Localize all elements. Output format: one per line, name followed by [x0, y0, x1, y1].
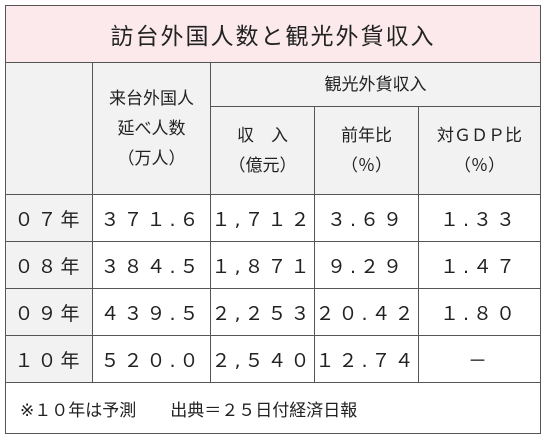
data-row: ０７年 ３７１.６ １,７１２ ３.６９ １.３３ — [5, 194, 542, 242]
data-cell: － — [417, 335, 542, 383]
data-cell: ３.６９ — [314, 194, 419, 242]
header-line: 延べ人数 — [117, 118, 186, 139]
data-cell: １,８７１ — [210, 241, 315, 289]
header-line: 収 入 — [237, 125, 288, 146]
row-label: ０９年 — [5, 288, 93, 336]
data-cell: １.８０ — [417, 288, 542, 336]
header-line: （％） — [454, 155, 506, 176]
footnote: ※１０年は予測 出典＝２５日付経済日報 — [4, 382, 542, 434]
corner-cell — [5, 62, 93, 195]
header-line: 来台外国人 — [109, 88, 194, 109]
footer-row: ※１０年は予測 出典＝２５日付経済日報 — [4, 382, 542, 434]
data-cell: ３７１.６ — [92, 194, 211, 242]
data-cell: ２０.４２ — [314, 288, 419, 336]
data-cell: ４３９.５ — [92, 288, 211, 336]
data-cell: ２,５４０ — [210, 335, 315, 383]
header-line: 前年比 — [341, 125, 392, 146]
data-cell: ２,２５３ — [210, 288, 315, 336]
stats-table: 訪台外国人数と観光外貨収入 来台外国人延べ人数 （万人） 観光外貨収入 収 入 （億… — [4, 5, 542, 434]
data-cell: １.３３ — [417, 194, 542, 242]
data-cell: １２.７４ — [314, 335, 419, 383]
data-row: １０年 ５２０.０ ２,５４０ １２.７４ － — [5, 335, 542, 383]
column-header: 収 入 （億元） — [210, 106, 315, 195]
visitors-header: 来台外国人延べ人数 （万人） — [92, 62, 211, 195]
income-group-header: 観光外貨収入 — [209, 62, 542, 107]
header-line: （億元） — [228, 155, 297, 176]
column-header: 前年比 （％） — [314, 106, 419, 195]
table-body: 訪台外国人数と観光外貨収入 来台外国人延べ人数 （万人） 観光外貨収入 収 入 （億… — [4, 5, 542, 434]
data-cell: １,７１２ — [210, 194, 315, 242]
data-row: ０８年 ３８４.５ １,８７１ ９.２９ １.４７ — [5, 241, 542, 289]
data-cell: ９.２９ — [314, 241, 419, 289]
data-cell: １.４７ — [417, 241, 542, 289]
header-line: （％） — [341, 155, 392, 176]
data-row: ０９年 ４３９.５ ２,２５３ ２０.４２ １.８０ — [5, 288, 542, 336]
header-line: 対ＧＤＰ比 — [437, 125, 523, 146]
row-label: １０年 — [5, 335, 93, 383]
data-cell: ５２０.０ — [92, 335, 211, 383]
table-title: 訪台外国人数と観光外貨収入 — [4, 5, 542, 63]
row-label: ０８年 — [5, 241, 93, 289]
data-cell: ３８４.５ — [92, 241, 211, 289]
header-line: （万人） — [117, 148, 186, 169]
row-label: ０７年 — [5, 194, 93, 242]
column-header: 対ＧＤＰ比 （％） — [417, 106, 542, 195]
